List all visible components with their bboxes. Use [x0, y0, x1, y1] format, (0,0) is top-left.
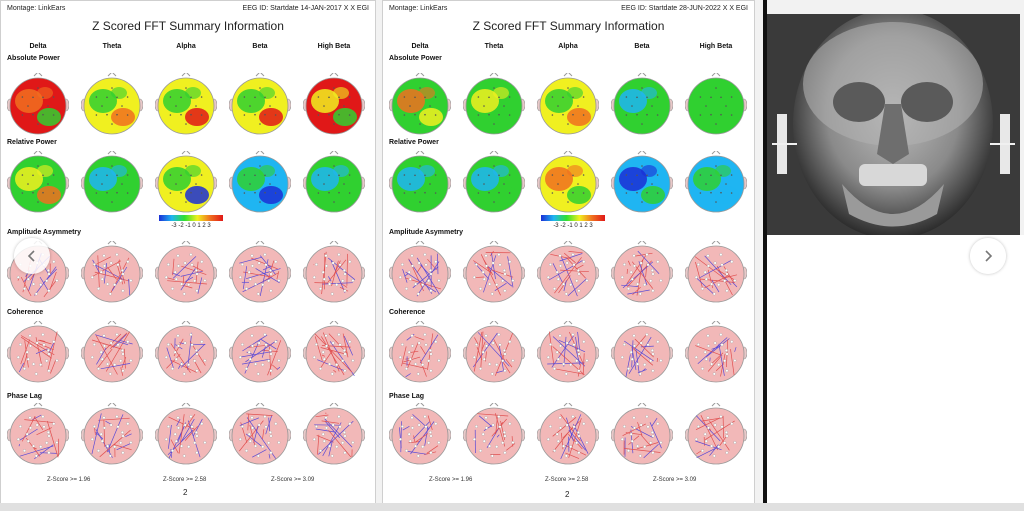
row-label-coherence: Coherence: [389, 309, 426, 316]
head-map-2-4: [684, 239, 748, 310]
summary-page-2017: Montage: LinkEars EEG ID: Startdate 14-J…: [0, 0, 376, 511]
head-map-3-2: [154, 319, 218, 390]
band-header-theta: Theta: [102, 43, 122, 50]
head-map-4-4: [684, 401, 748, 472]
head-map-3-4: [302, 319, 366, 390]
head-map-4-1: [80, 401, 144, 472]
head-map-1-4: [302, 149, 366, 220]
zscore-threshold-1: Z-Score >= 2.58: [545, 477, 589, 483]
head-map-4-0: [6, 401, 70, 472]
chevron-left-icon: [27, 250, 35, 262]
band-header-high-beta: High Beta: [699, 43, 733, 50]
head-map-0-2: [154, 71, 218, 142]
head-map-0-2: [536, 71, 600, 142]
row-label-phase-lag: Phase Lag: [389, 393, 425, 400]
head-map-4-1: [462, 401, 526, 472]
head-map-0-3: [228, 71, 292, 142]
head-map-3-2: [536, 319, 600, 390]
head-map-0-3: [610, 71, 674, 142]
colorbar-ticks: -3 -2 -1 0 1 2 3: [553, 223, 593, 229]
row-label-relative-power: Relative Power: [389, 139, 439, 146]
colorbar-ticks: -3 -2 -1 0 1 2 3: [171, 223, 211, 229]
head-map-1-0: [6, 149, 70, 220]
panel-divider: [763, 0, 767, 511]
row-label-coherence: Coherence: [7, 309, 44, 316]
carousel-next-button[interactable]: [970, 238, 1006, 274]
summary-page-2022: Montage: LinkEars EEG ID: Startdate 28-J…: [382, 0, 755, 511]
zscore-threshold-0: Z-Score >= 1.96: [47, 477, 91, 483]
head-map-3-1: [462, 319, 526, 390]
band-header-high-beta: High Beta: [317, 43, 351, 50]
head-map-2-2: [154, 239, 218, 310]
head-map-1-3: [228, 149, 292, 220]
head-map-0-0: [388, 71, 452, 142]
head-map-4-3: [228, 401, 292, 472]
row-label-amplitude-asymmetry: Amplitude Asymmetry: [7, 229, 82, 236]
montage-label: Montage: LinkEars: [389, 5, 448, 12]
head-map-3-4: [684, 319, 748, 390]
head-map-3-3: [610, 319, 674, 390]
head-map-1-0: [388, 149, 452, 220]
head-map-0-4: [302, 71, 366, 142]
head-map-3-0: [388, 319, 452, 390]
bottom-scrollbar[interactable]: [0, 503, 1024, 511]
montage-label: Montage: LinkEars: [7, 5, 66, 12]
head-map-2-3: [610, 239, 674, 310]
head-map-1-4: [684, 149, 748, 220]
band-header-alpha: Alpha: [176, 43, 196, 50]
head-map-3-1: [80, 319, 144, 390]
carousel-prev-button[interactable]: [14, 238, 50, 274]
head-map-1-1: [462, 149, 526, 220]
row-label-relative-power: Relative Power: [7, 139, 57, 146]
head-map-3-3: [228, 319, 292, 390]
chevron-right-icon: [985, 250, 993, 262]
band-header-beta: Beta: [252, 43, 268, 50]
head-map-2-0: [388, 239, 452, 310]
head-map-4-3: [610, 401, 674, 472]
head-map-4-2: [154, 401, 218, 472]
band-header-delta: Delta: [411, 43, 429, 50]
page-title: Z Scored FFT Summary Information: [92, 19, 284, 33]
head-map-4-2: [536, 401, 600, 472]
row-label-absolute-power: Absolute Power: [7, 55, 60, 62]
head-map-0-4: [684, 71, 748, 142]
head-map-2-4: [302, 239, 366, 310]
zscore-colorbar: [541, 215, 605, 221]
skull-xray-image: [767, 9, 1020, 239]
zscore-threshold-0: Z-Score >= 1.96: [429, 477, 473, 483]
zscore-threshold-1: Z-Score >= 2.58: [163, 477, 207, 483]
head-map-2-1: [80, 239, 144, 310]
head-map-2-2: [536, 239, 600, 310]
head-map-1-2: [536, 149, 600, 220]
head-map-1-2: [154, 149, 218, 220]
band-header-beta: Beta: [634, 43, 650, 50]
head-map-4-0: [388, 401, 452, 472]
zscore-threshold-2: Z-Score >= 3.09: [653, 477, 697, 483]
head-map-2-1: [462, 239, 526, 310]
eeg-id-label: EEG ID: Startdate 14-JAN-2017 X X EGI: [242, 5, 369, 12]
head-map-2-3: [228, 239, 292, 310]
zscore-threshold-2: Z-Score >= 3.09: [271, 477, 315, 483]
band-header-theta: Theta: [484, 43, 504, 50]
head-map-0-0: [6, 71, 70, 142]
zscore-colorbar: [159, 215, 223, 221]
head-map-3-0: [6, 319, 70, 390]
right-column-background: [767, 235, 1024, 511]
page-number: 2: [565, 490, 570, 499]
page-number: 2: [183, 488, 188, 497]
eeg-id-label: EEG ID: Startdate 28-JUN-2022 X X EGI: [621, 5, 748, 12]
head-map-0-1: [462, 71, 526, 142]
band-header-alpha: Alpha: [558, 43, 578, 50]
page-title: Z Scored FFT Summary Information: [472, 19, 665, 33]
head-map-1-3: [610, 149, 674, 220]
band-header-delta: Delta: [29, 43, 47, 50]
head-map-4-4: [302, 401, 366, 472]
head-map-0-1: [80, 71, 144, 142]
row-label-absolute-power: Absolute Power: [389, 55, 442, 62]
row-label-amplitude-asymmetry: Amplitude Asymmetry: [389, 229, 464, 236]
head-map-1-1: [80, 149, 144, 220]
row-label-phase-lag: Phase Lag: [7, 393, 43, 400]
